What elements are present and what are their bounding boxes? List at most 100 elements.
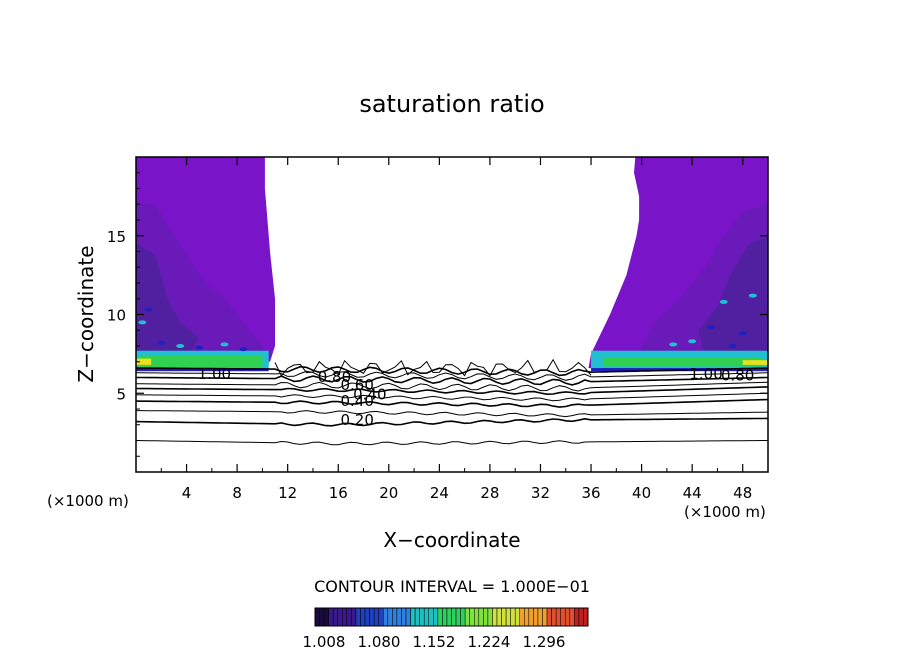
colorbar-cell — [565, 607, 571, 627]
colorbar-cell — [423, 607, 430, 627]
colorbar-cell — [328, 607, 334, 627]
x-tick-label: 44 — [683, 484, 702, 502]
left-band-blue — [136, 368, 269, 372]
contour-line — [135, 440, 768, 446]
colorbar-cell — [319, 607, 325, 627]
colorbar-cell — [501, 607, 507, 627]
colorbar-tick-label: 1.296 — [523, 633, 566, 651]
colorbar-cell — [337, 607, 343, 627]
contour-line — [135, 417, 769, 427]
contour-line — [136, 410, 769, 418]
contour-label: 1.00 — [198, 365, 231, 383]
colorbar-cell — [323, 607, 329, 627]
colorbar-cell — [569, 607, 575, 627]
contour-label: 0.60 — [340, 376, 373, 394]
x-tick-label: 20 — [379, 484, 398, 502]
colorbar-cell — [574, 607, 580, 627]
colorbar-cell — [396, 607, 402, 627]
contour-line — [136, 365, 769, 377]
colorbar-cell — [524, 607, 530, 627]
colorbar-cell — [460, 607, 466, 627]
colorbar-cell — [546, 607, 552, 627]
x-tick-label: 12 — [278, 484, 297, 502]
x-tick-label: 4 — [182, 484, 192, 502]
left-deep-region — [136, 243, 200, 362]
colorbar-cell — [346, 607, 352, 627]
contour-line — [135, 386, 769, 396]
contour-line — [135, 392, 769, 402]
speckle — [707, 325, 716, 330]
colorbar-cell — [533, 607, 539, 627]
colorbar-cell — [496, 607, 502, 627]
x-tick-label: 28 — [480, 484, 499, 502]
x-tick-label: 16 — [329, 484, 348, 502]
colorbar-cell — [451, 607, 457, 627]
x-axis-ticks: 4 8 12 16 20 24 28 32 36 40 44 48 — [160, 157, 769, 502]
colorbar-cell — [469, 607, 475, 627]
contour-labels: 1.00 0.800.600.400.200.401.000.80 — [198, 365, 755, 429]
speckle — [688, 339, 697, 344]
contour-line — [136, 375, 769, 386]
contour-label: 0.40 — [340, 392, 373, 410]
speckle — [176, 344, 185, 348]
colorbar-cell — [387, 607, 393, 627]
chart-title: saturation ratio — [359, 90, 544, 118]
colorbar — [314, 607, 589, 627]
colorbar-cell — [483, 607, 489, 627]
speckle — [738, 331, 747, 336]
x-tick-label: 40 — [632, 484, 651, 502]
x-unit-right: (×1000 m) — [684, 503, 766, 521]
x-unit-left: (×1000 m) — [47, 492, 129, 510]
right-deep-region — [698, 235, 768, 359]
colorbar-cell — [446, 607, 452, 627]
colorbar-cell — [433, 607, 439, 627]
colorbar-cell — [487, 607, 493, 627]
colorbar-cell — [428, 607, 434, 627]
y-axis-ticks: 5 10 15 — [107, 172, 768, 457]
speckle — [239, 347, 248, 352]
colorbar-tick-label: 1.080 — [358, 633, 401, 651]
colorbar-cell — [437, 607, 443, 627]
colorbar-cell — [442, 607, 448, 627]
colorbar-cell — [519, 607, 525, 627]
speckle — [220, 342, 229, 347]
right-band-green — [603, 357, 762, 367]
y-tick-label: 15 — [107, 228, 126, 246]
colorbar-cell — [373, 607, 379, 627]
colorbar-cell — [332, 607, 339, 627]
colorbar-cell — [355, 607, 361, 627]
colorbar-cell — [410, 607, 416, 627]
colorbar-cell — [542, 607, 548, 627]
colorbar-cell — [342, 607, 348, 627]
y-tick-label: 5 — [116, 385, 126, 403]
speckle — [748, 293, 757, 298]
speckle — [144, 307, 153, 312]
colorbar-cell — [383, 607, 389, 627]
colorbar-tick-label: 1.152 — [413, 633, 456, 651]
x-tick-label: 24 — [430, 484, 449, 502]
colorbar-tick-labels: 1.008 1.080 1.152 1.224 1.296 — [303, 633, 566, 651]
contour-line — [135, 398, 769, 408]
colorbar-cell — [360, 607, 366, 627]
colorbar-cell — [419, 607, 425, 627]
colorbar-cell — [364, 607, 370, 627]
x-axis-label: X−coordinate — [383, 528, 520, 552]
colorbar-cell — [578, 607, 584, 627]
colorbar-tick-label: 1.008 — [303, 633, 346, 651]
cloud-base-contour — [274, 358, 592, 377]
colorbar-cell — [492, 607, 498, 627]
saturation-fill-regions — [136, 157, 768, 372]
colorbar-cell — [401, 607, 407, 627]
speckle — [195, 345, 204, 350]
speckle — [669, 342, 678, 347]
x-tick-label: 36 — [581, 484, 600, 502]
colorbar-cell — [555, 607, 561, 627]
contour-interval-label: CONTOUR INTERVAL = 1.000E−01 — [314, 577, 590, 596]
colorbar-tick-label: 1.224 — [468, 633, 511, 651]
x-tick-label: 48 — [733, 484, 752, 502]
right-band-yellow — [742, 360, 768, 365]
contour-label: 0.80 — [721, 367, 754, 385]
x-tick-label: 32 — [531, 484, 550, 502]
speckle — [138, 320, 147, 325]
